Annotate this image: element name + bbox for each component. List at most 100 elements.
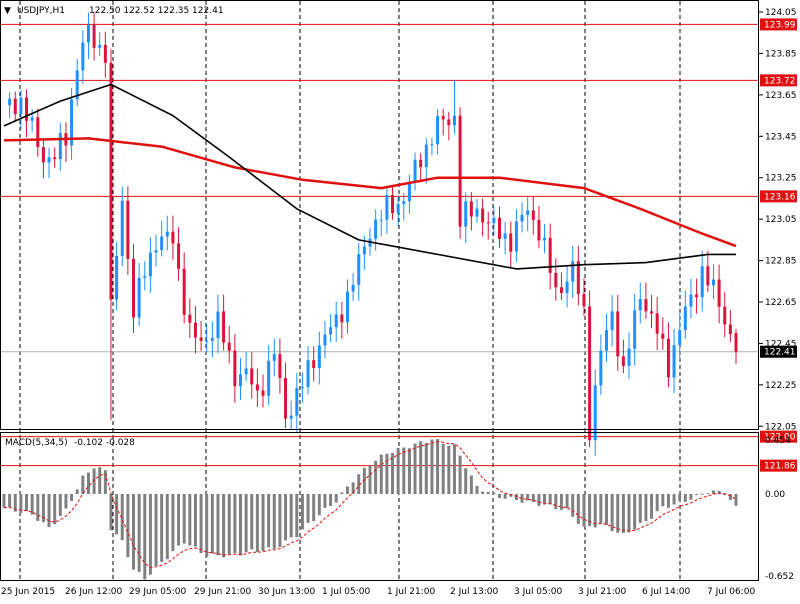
macd-bar <box>132 494 136 570</box>
macd-bar <box>362 467 366 494</box>
candle-body <box>222 311 226 343</box>
moving-averages <box>3 83 737 270</box>
macd-bar <box>492 492 496 494</box>
candle-body <box>520 214 524 222</box>
macd-bar <box>137 494 141 572</box>
macd-bar <box>520 494 524 503</box>
time-tick-label: 29 Jun 21:00 <box>194 587 251 597</box>
macd-bar <box>498 494 502 499</box>
macd-bar <box>70 494 74 501</box>
candle-body <box>323 334 327 346</box>
macd-bar <box>199 494 203 554</box>
macd-bar <box>604 494 608 526</box>
macd-bar <box>227 494 231 555</box>
macd-bar <box>695 494 699 495</box>
macd-bar <box>700 493 704 495</box>
macd-bar <box>458 455 462 494</box>
macd-bar <box>576 494 580 524</box>
level-tag-label: 121.86 <box>764 462 796 472</box>
macd-bar <box>666 494 670 508</box>
symbol-header[interactable]: ▼ USDJPY,H1 122.50 122.52 122.35 122.41 <box>4 6 224 16</box>
macd-bar <box>334 494 338 503</box>
macd-bar <box>154 494 158 566</box>
macd-bar <box>661 494 665 507</box>
level-tag <box>760 74 797 87</box>
candle-body <box>458 115 462 227</box>
candle-body <box>289 415 293 419</box>
candle-body <box>723 306 727 325</box>
macd-label: MACD(5,34,5) <box>5 438 68 448</box>
level-tag <box>760 190 797 203</box>
macd-bar <box>47 494 51 528</box>
candle-body <box>19 97 23 115</box>
candle-body <box>695 294 699 298</box>
macd-bar <box>238 494 242 556</box>
candle-body <box>475 208 479 217</box>
macd-bar <box>188 494 192 546</box>
macd-bar <box>177 494 181 546</box>
macd-bar <box>374 460 378 494</box>
level-tag <box>760 459 797 472</box>
macd-bar <box>92 468 96 494</box>
macd-bar <box>402 447 406 494</box>
candle-body <box>295 388 299 416</box>
candle-body <box>188 314 192 323</box>
macd-header: MACD(5,34,5) -0.102 -0.028 <box>5 438 135 448</box>
candle-body <box>599 350 603 386</box>
candle-body <box>193 322 197 338</box>
macd-bar <box>385 453 389 494</box>
candle-body <box>334 314 338 328</box>
candle-body <box>498 217 502 239</box>
candle-body <box>210 337 214 341</box>
macd-bar <box>638 494 642 523</box>
candle-body <box>633 310 637 349</box>
candle-body <box>362 246 366 255</box>
candle-body <box>627 348 631 366</box>
macd-bar <box>13 494 17 512</box>
macd-bar <box>41 494 45 523</box>
candle-body <box>678 330 682 346</box>
macd-bar <box>19 494 23 513</box>
candle-body <box>317 345 321 368</box>
candle-body <box>244 368 248 375</box>
macd-bar <box>351 482 355 494</box>
candle-body <box>717 279 721 307</box>
candle-body <box>402 201 406 205</box>
macd-bar <box>115 494 119 535</box>
macd-bar <box>526 494 530 501</box>
macd-bar <box>559 494 563 510</box>
macd-bar <box>475 485 479 494</box>
candle-body <box>447 119 451 126</box>
macd-bar <box>2 494 6 508</box>
macd-bar <box>413 443 417 494</box>
fast-moving-average-line <box>3 83 736 270</box>
candle-body <box>588 306 592 441</box>
macd-bar <box>441 443 445 494</box>
macd-bar <box>407 448 411 494</box>
macd-bar <box>678 494 682 501</box>
time-axis: 25 Jun 2015 26 Jun 12:00 29 Jun 05:00 29 Ju… <box>1 587 756 597</box>
candle-body <box>267 360 271 396</box>
main-pane-frame <box>0 0 759 430</box>
horizontal-levels: 123.99 123.72 123.16 122.00 121.86 122.41 <box>1 18 797 472</box>
macd-bar <box>706 493 710 495</box>
macd-bar <box>126 494 130 558</box>
candle-body <box>582 293 586 307</box>
price-tick-label: 122.65 <box>765 298 797 308</box>
macd-bar <box>672 494 676 505</box>
level-tag <box>760 18 797 31</box>
macd-bar <box>627 494 631 533</box>
candle-body <box>13 98 17 115</box>
candle-body <box>103 44 107 63</box>
macd-bar <box>481 491 485 494</box>
ohlc-values: 122.50 122.52 122.35 122.41 <box>89 6 224 16</box>
level-tag-label: 123.16 <box>764 192 796 202</box>
candle-body <box>593 385 597 441</box>
price-tick-label: 122.45 <box>765 339 797 349</box>
price-tick-label: 122.05 <box>765 422 797 432</box>
macd-bar <box>36 494 40 521</box>
candle-body <box>148 252 152 277</box>
triangle-down-icon[interactable]: ▼ <box>4 6 11 16</box>
